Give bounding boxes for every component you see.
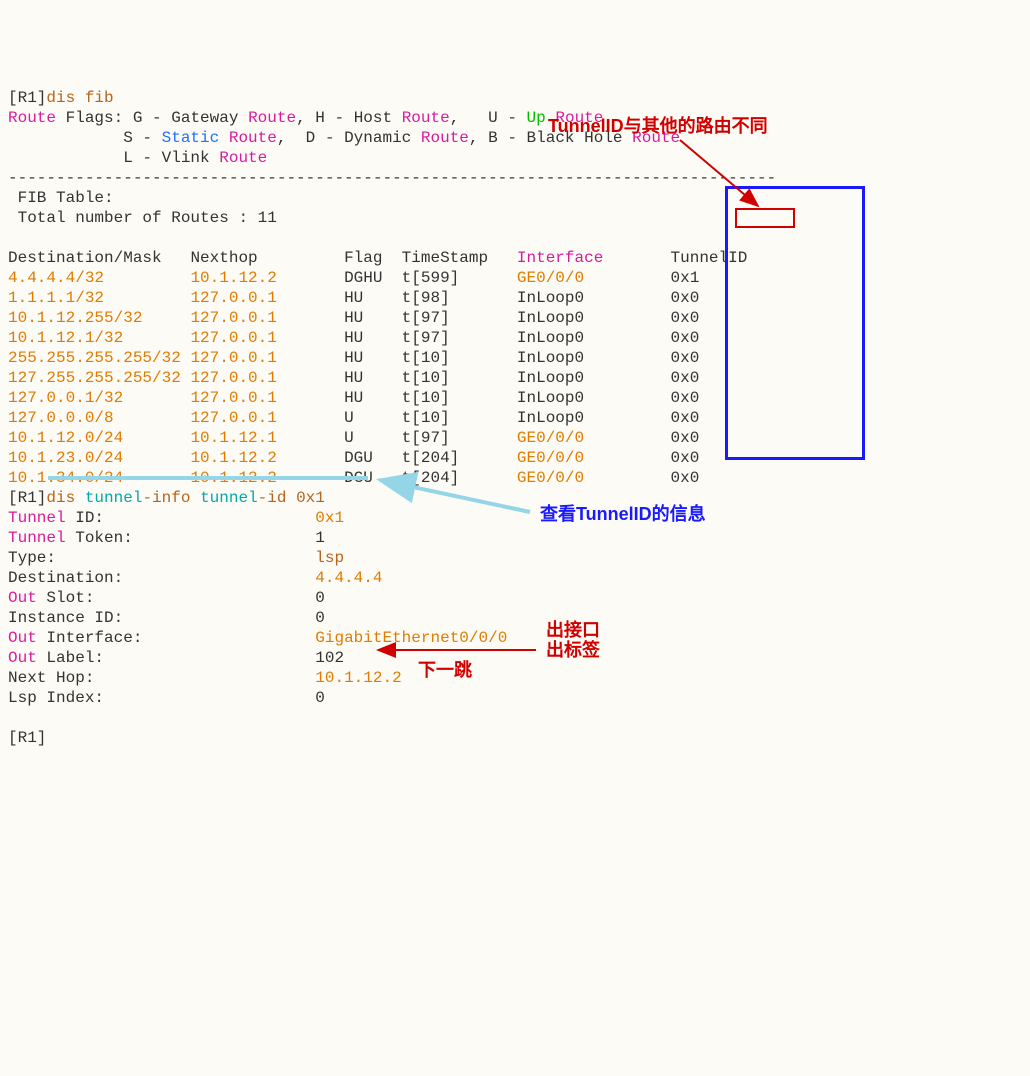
terminal-output: [R1]dis fib Route Flags: G - Gateway Rou…: [8, 88, 1022, 748]
